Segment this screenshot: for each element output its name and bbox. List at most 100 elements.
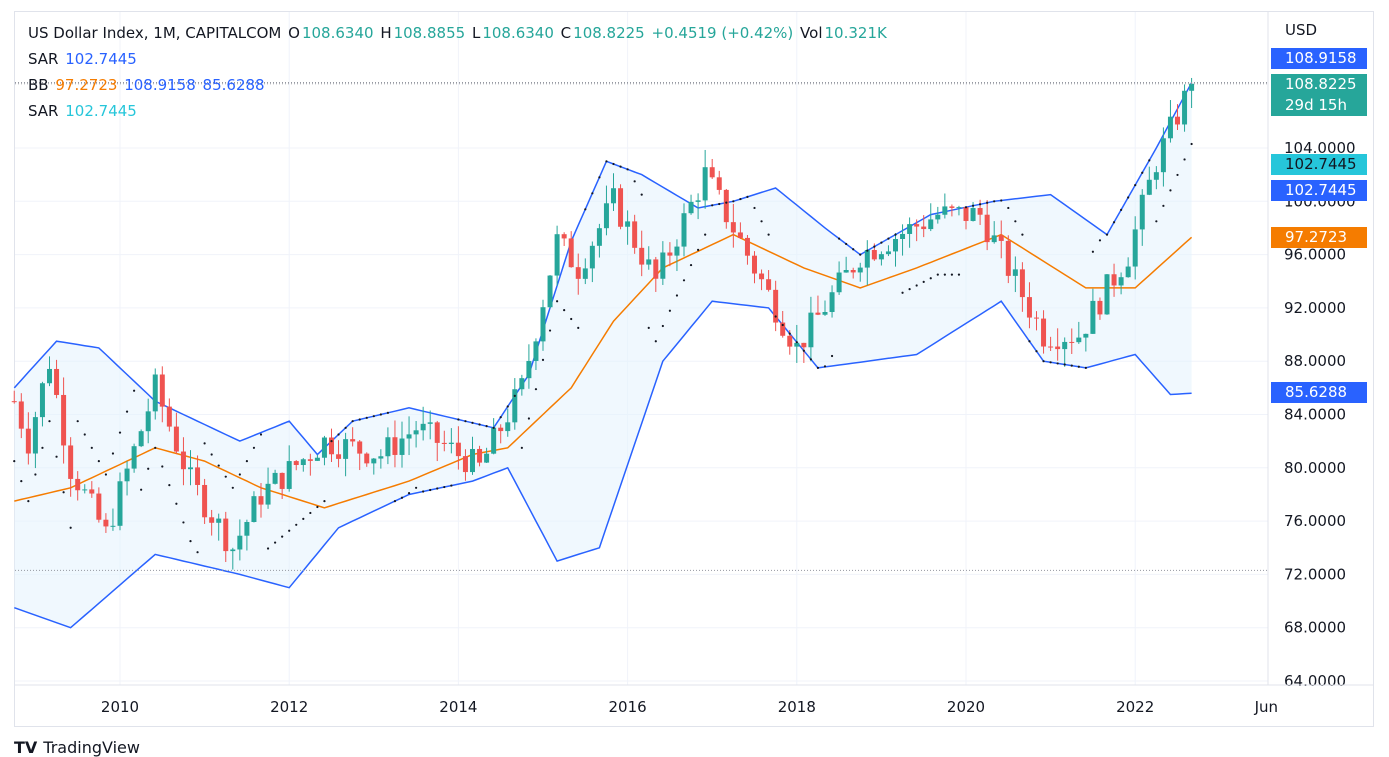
candle-body — [1160, 138, 1166, 173]
sar-dot — [27, 500, 30, 503]
candle-body — [265, 483, 271, 505]
sar-dot — [1176, 173, 1179, 177]
candle-body — [117, 481, 123, 526]
tv-logo-icon: TV — [14, 738, 38, 757]
badge-last-price: 108.8225 — [1271, 74, 1367, 95]
sar-dot — [598, 176, 601, 179]
sar-dot — [217, 464, 220, 467]
sar-dot — [873, 245, 876, 248]
sar-dot — [457, 418, 460, 421]
sar-dot — [520, 446, 523, 449]
candle-body — [209, 517, 215, 523]
candle-body — [744, 237, 750, 256]
candle-body — [1104, 274, 1110, 315]
sar-dot — [802, 349, 805, 352]
candle-body — [272, 472, 278, 484]
bb-band-fill — [14, 82, 1192, 628]
sar-dot — [450, 484, 453, 487]
candle-body — [766, 279, 772, 290]
currency-label[interactable]: USD — [1285, 21, 1318, 39]
candle-body — [314, 457, 320, 461]
candle-body — [589, 245, 595, 269]
legend-bb[interactable]: BB 97.2723 108.9158 85.6288 — [28, 76, 267, 94]
candle-body — [307, 459, 313, 461]
sar-dot — [393, 500, 397, 503]
bb-lower-line — [14, 300, 1192, 629]
sar-dot — [887, 237, 890, 240]
sar-dot — [640, 193, 643, 196]
sar-dot — [407, 492, 411, 495]
legend-sar-2[interactable]: SAR 102.7445 — [28, 102, 139, 120]
candle-body — [1153, 172, 1159, 180]
candle-body — [801, 342, 807, 348]
y-tick-label: 104.0000 — [1284, 139, 1356, 157]
candle-body — [759, 273, 765, 280]
candle-body — [47, 368, 52, 384]
candle-body — [526, 360, 532, 379]
sar-dot — [97, 460, 100, 463]
sar-dot — [422, 490, 425, 493]
candle-body — [625, 221, 631, 227]
sar-dot — [358, 418, 361, 421]
tradingview-logo[interactable]: TV TradingView — [14, 738, 140, 757]
x-tick-label: 2018 — [778, 698, 816, 716]
sar-dot — [1042, 360, 1045, 363]
candle-body — [709, 167, 715, 178]
candle-body — [18, 401, 24, 429]
candle-body — [1111, 274, 1117, 286]
sar-dot — [147, 467, 150, 470]
sar-dot — [774, 315, 777, 318]
sar-dot — [732, 200, 735, 203]
legend-bb-upper: 108.9158 — [124, 76, 196, 94]
sar-dot — [196, 551, 199, 554]
sar-dot — [499, 416, 502, 419]
legend-sar-1[interactable]: SAR 102.7445 — [28, 50, 139, 68]
legend-volume: 10.321K — [824, 24, 887, 42]
x-tick-label: 2020 — [947, 698, 985, 716]
legend-l-label: L — [471, 24, 481, 42]
sar-dot — [563, 309, 566, 312]
sar-dot — [1105, 233, 1109, 236]
candle-body — [681, 213, 687, 247]
candle-body — [1005, 240, 1011, 276]
candle-body — [1076, 337, 1082, 343]
candle-body — [498, 427, 504, 432]
tv-logo-text: TradingView — [43, 738, 140, 757]
candle-body — [1125, 266, 1131, 278]
sar-dot — [400, 496, 404, 499]
candles — [11, 77, 1195, 570]
candle-body — [582, 268, 588, 279]
sar-dot — [845, 242, 848, 246]
candle-body — [96, 493, 102, 520]
candle-body — [603, 203, 609, 229]
sar-dot — [443, 485, 446, 489]
sar-dot — [950, 273, 954, 276]
sar-dot — [654, 340, 657, 343]
sar-dot — [626, 168, 629, 171]
legend-sar2-label: SAR — [28, 102, 59, 120]
sar-dot — [62, 491, 65, 494]
sar-dot — [1134, 184, 1137, 187]
sar-dot — [20, 480, 23, 483]
x-axis[interactable]: 2010 2012 2014 2016 2018 2020 2022 Jun — [15, 684, 1373, 716]
sar-dot — [816, 366, 820, 369]
sar-dot — [506, 405, 509, 408]
candle-body — [1083, 333, 1089, 338]
candle-body — [716, 177, 722, 190]
sar-dot — [309, 511, 312, 515]
sar-dot — [238, 473, 241, 476]
sar-dot — [936, 273, 939, 276]
candle-body — [893, 238, 898, 252]
sar-dot — [323, 500, 326, 503]
sar-dot — [605, 160, 608, 163]
legend-sar1-label: SAR — [28, 50, 59, 68]
sar-dot — [69, 526, 72, 529]
candle-body — [695, 200, 701, 202]
candle-body — [237, 535, 243, 550]
sar-dot — [104, 473, 107, 476]
sar-dot — [971, 204, 975, 207]
sar-dot — [259, 433, 263, 436]
legend-low: 108.6340 — [482, 24, 554, 42]
sar-dot — [1112, 221, 1116, 224]
